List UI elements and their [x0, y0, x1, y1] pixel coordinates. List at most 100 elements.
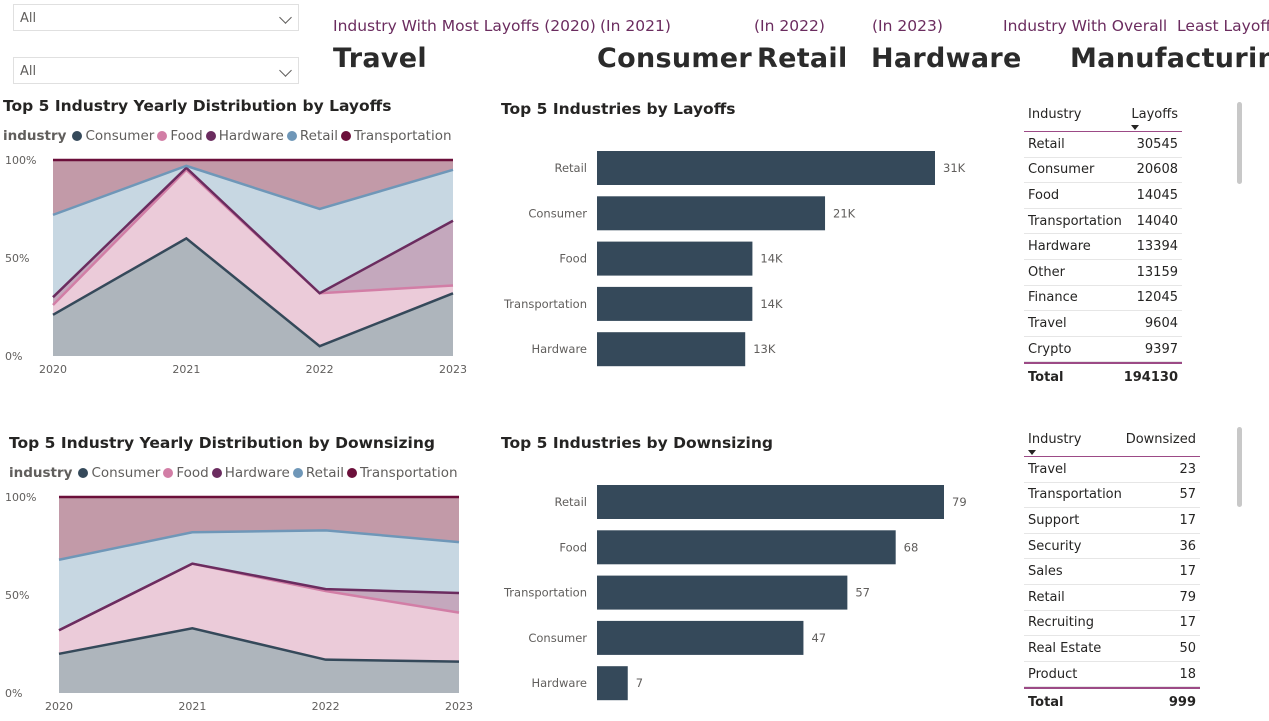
- legend-dot: [157, 131, 168, 141]
- legend-dot: [163, 468, 174, 478]
- area-fill-transportation[interactable]: [59, 497, 459, 560]
- industry-cell: Food: [1028, 187, 1060, 203]
- legend-item-retail[interactable]: Retail: [292, 465, 345, 481]
- table-row[interactable]: Other 13159: [1024, 260, 1182, 286]
- table-row[interactable]: Crypto 9397: [1024, 337, 1182, 363]
- table-row[interactable]: Retail 79: [1024, 585, 1200, 611]
- legend-label: Retail: [305, 465, 345, 481]
- legend-item-consumer[interactable]: Consumer: [72, 128, 154, 144]
- table-row[interactable]: Sales 17: [1024, 559, 1200, 585]
- value-cell: 13394: [1136, 239, 1178, 255]
- layoffs-table[interactable]: Industry Layoffs Retail 30545 Consumer 20608 F…: [1024, 97, 1182, 390]
- data-label: 21K: [833, 206, 856, 220]
- series-line-consumer[interactable]: [52, 236, 454, 348]
- table-row[interactable]: Real Estate 50: [1024, 636, 1200, 662]
- slicer-1[interactable]: All: [13, 4, 299, 31]
- table-header: Industry Downsized: [1024, 422, 1200, 457]
- sort-descending-icon[interactable]: [1131, 124, 1140, 130]
- layoffs-table-scrollbar[interactable]: [1237, 102, 1242, 184]
- category-label: Consumer: [528, 631, 587, 645]
- table-row[interactable]: Support 17: [1024, 508, 1200, 534]
- area-fill-food[interactable]: [53, 169, 453, 347]
- bar-hardware[interactable]: [597, 332, 746, 367]
- data-label: 14K: [760, 252, 783, 266]
- legend-item-consumer[interactable]: Consumer: [78, 465, 160, 481]
- value-cell: 18: [1179, 666, 1196, 682]
- table-row[interactable]: Travel 23: [1024, 457, 1200, 483]
- value-cell: 23: [1179, 461, 1196, 477]
- bar-consumer[interactable]: [597, 620, 804, 655]
- area-fill-food[interactable]: [59, 563, 459, 662]
- table-row[interactable]: Travel 9604: [1024, 311, 1182, 337]
- legend-label: Food: [170, 128, 203, 144]
- table-row[interactable]: Retail 30545: [1024, 132, 1182, 158]
- y-tick-label: 0%: [5, 350, 22, 363]
- series-line-consumer[interactable]: [58, 627, 460, 663]
- area-fill-consumer[interactable]: [53, 238, 453, 356]
- industry-cell: Travel: [1028, 461, 1067, 477]
- y-tick-label: 50%: [5, 589, 29, 602]
- table-row[interactable]: Food 14045: [1024, 183, 1182, 209]
- legend-item-hardware[interactable]: Hardware: [211, 465, 290, 481]
- kpi-value-2020: Travel: [333, 43, 427, 74]
- sort-descending-icon[interactable]: [1028, 449, 1036, 455]
- column-header-industry[interactable]: Industry: [1024, 432, 1126, 455]
- bar-transportation[interactable]: [597, 575, 848, 610]
- kpi-label-least: Industry With Overall Least Layoffs: [1003, 17, 1269, 35]
- column-header-layoffs[interactable]: Layoffs: [1131, 107, 1182, 130]
- series-line-retail[interactable]: [58, 529, 460, 561]
- area-chart-layoffs[interactable]: 0% 50% 100% 2020 2021 2022 2023: [0, 150, 480, 380]
- data-label: 57: [855, 586, 870, 600]
- table-row[interactable]: Recruiting 17: [1024, 611, 1200, 637]
- bar-consumer[interactable]: [597, 196, 826, 231]
- bar-chart-layoffs-title: Top 5 Industries by Layoffs: [501, 100, 736, 118]
- industry-cell: Consumer: [1028, 162, 1095, 178]
- legend-label: Food: [176, 465, 209, 481]
- industry-cell: Sales: [1028, 564, 1063, 580]
- legend-label: Hardware: [224, 465, 290, 481]
- table-row[interactable]: Transportation 57: [1024, 483, 1200, 509]
- chevron-down-icon: [279, 64, 292, 77]
- series-line-retail[interactable]: [52, 164, 454, 217]
- bar-transportation[interactable]: [597, 286, 753, 321]
- legend-item-food[interactable]: Food: [157, 128, 203, 144]
- table-row[interactable]: Product 18: [1024, 662, 1200, 688]
- value-cell: 14040: [1136, 213, 1178, 229]
- industry-cell: Recruiting: [1028, 615, 1094, 631]
- kpi-value-least: Manufacturing: [1070, 43, 1269, 74]
- industry-cell: Crypto: [1028, 341, 1072, 357]
- table-row[interactable]: Finance 12045: [1024, 286, 1182, 312]
- series-line-hardware[interactable]: [58, 562, 460, 632]
- kpi-label-2023: (In 2023): [872, 17, 943, 35]
- bar-chart-downsizing[interactable]: Retail 79 Food 68 Transportation 57 Consumer 47…: [480, 474, 1000, 710]
- table-row[interactable]: Consumer 20608: [1024, 158, 1182, 184]
- bar-food[interactable]: [597, 530, 896, 565]
- bar-hardware[interactable]: [597, 666, 628, 701]
- legend-item-hardware[interactable]: Hardware: [205, 128, 284, 144]
- legend-item-transportation[interactable]: Transportation: [341, 128, 452, 144]
- table-row[interactable]: Security 36: [1024, 534, 1200, 560]
- bar-retail[interactable]: [597, 485, 944, 519]
- x-tick-label: 2022: [306, 363, 334, 376]
- table-row[interactable]: Transportation 14040: [1024, 209, 1182, 235]
- area-fill-retail[interactable]: [59, 530, 459, 631]
- value-cell: 12045: [1136, 290, 1178, 306]
- bar-food[interactable]: [597, 241, 753, 276]
- area-chart-downsizing[interactable]: 0% 50% 100% 2020 2021 2022 2023: [0, 487, 480, 719]
- column-header-industry[interactable]: Industry: [1028, 106, 1082, 122]
- series-line-hardware[interactable]: [52, 166, 454, 299]
- bar-chart-layoffs[interactable]: Retail 31K Consumer 21K Food 14K Transportatio…: [480, 140, 1000, 375]
- column-header-downsized[interactable]: Downsized: [1125, 431, 1196, 447]
- legend-item-food[interactable]: Food: [163, 465, 209, 481]
- slicer-1-value: All: [20, 11, 37, 26]
- downsizing-table[interactable]: Industry Downsized Travel 23 Transportation 5…: [1024, 422, 1200, 715]
- downsizing-table-scrollbar[interactable]: [1237, 427, 1242, 507]
- x-tick-label: 2023: [445, 700, 473, 713]
- kpi-value-2021: Consumer: [597, 43, 753, 74]
- area-fill-consumer[interactable]: [59, 628, 459, 693]
- table-row[interactable]: Hardware 13394: [1024, 234, 1182, 260]
- legend-item-transportation[interactable]: Transportation: [347, 465, 458, 481]
- legend-item-retail[interactable]: Retail: [286, 128, 338, 144]
- slicer-2[interactable]: All: [13, 57, 299, 84]
- bar-retail[interactable]: [597, 151, 935, 185]
